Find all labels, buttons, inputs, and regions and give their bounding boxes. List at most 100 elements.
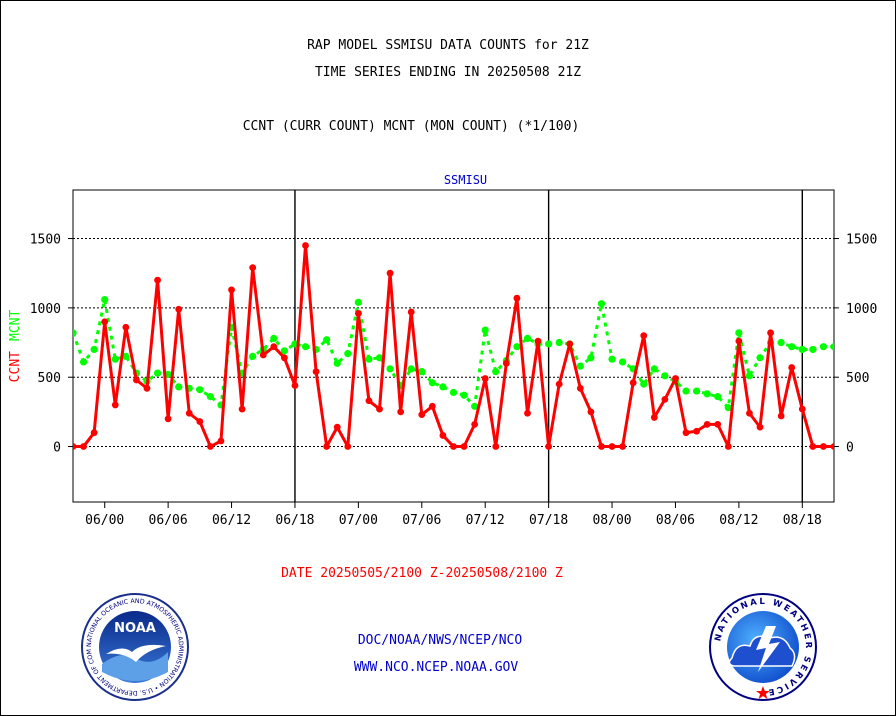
ccnt-point	[746, 409, 753, 417]
ccnt-point	[101, 318, 109, 326]
ccnt-point	[460, 443, 468, 450]
mcnt-point	[344, 350, 352, 358]
y-tick-label-right: 0	[846, 441, 854, 456]
ccnt-point	[111, 401, 119, 409]
ccnt-point	[777, 412, 785, 420]
mcnt-point	[101, 295, 109, 304]
ccnt-point	[259, 351, 267, 359]
ccnt-point	[830, 443, 834, 450]
mcnt-point	[640, 380, 648, 388]
ccnt-point	[344, 443, 352, 450]
ccnt-point	[376, 405, 383, 413]
mcnt-point	[714, 393, 722, 401]
ccnt-point	[798, 405, 806, 413]
mcnt-point	[545, 340, 553, 348]
mcnt-point	[555, 338, 563, 347]
x-tick-label: 08/12	[719, 513, 758, 528]
ccnt-point	[217, 437, 225, 445]
mcnt-point	[196, 386, 204, 394]
ccnt-point	[555, 380, 563, 388]
ccnt-point	[693, 427, 700, 435]
mcnt-point	[819, 343, 828, 351]
y-tick-label-left: 1000	[30, 302, 61, 317]
mcnt-point	[745, 372, 754, 380]
mcnt-point	[619, 358, 627, 366]
ccnt-point	[73, 443, 77, 450]
ccnt-point	[598, 443, 605, 450]
footer-website: WWW.NCO.NCEP.NOAA.GOV	[353, 660, 519, 675]
footer-date-range: DATE 20250505/2100 Z-20250508/2100 Z	[281, 566, 563, 581]
mcnt-point	[90, 345, 98, 354]
mcnt-point	[492, 368, 500, 376]
mcnt-point	[650, 365, 658, 373]
ccnt-point	[703, 420, 711, 428]
y-tick-label-right: 500	[846, 371, 869, 386]
x-tick-label: 08/00	[592, 513, 631, 528]
x-tick-label: 06/00	[85, 513, 124, 528]
plot-frame	[72, 189, 835, 503]
mcnt-point	[576, 362, 584, 370]
ccnt-point	[143, 384, 151, 392]
ccnt-point	[619, 443, 627, 450]
mcnt-point	[724, 404, 732, 412]
mcnt-point	[439, 383, 447, 391]
mcnt-point	[756, 354, 764, 362]
ccnt-point	[714, 420, 722, 428]
x-tick-label: 07/00	[339, 513, 378, 528]
x-tick-label: 08/18	[783, 513, 822, 528]
mcnt-point	[682, 387, 690, 395]
mcnt-point	[418, 368, 426, 376]
ccnt-point	[756, 423, 764, 431]
ccnt-point	[767, 329, 774, 337]
mcnt-point	[460, 391, 468, 399]
ccnt-point	[207, 443, 214, 450]
x-tick-label: 07/12	[466, 513, 505, 528]
ccnt-point	[333, 423, 341, 431]
mcnt-point	[301, 343, 310, 351]
ccnt-point	[820, 443, 827, 450]
header-title-line2: TIME SERIES ENDING IN 20250508 21Z	[314, 65, 582, 80]
y-tick-label-left: 500	[38, 371, 61, 386]
mcnt-point	[386, 365, 394, 373]
x-tick-label: 08/06	[656, 513, 695, 528]
mcnt-point	[661, 372, 669, 380]
ccnt-point	[587, 408, 595, 416]
footer-org-path: DOC/NOAA/NWS/NCEP/NCO	[357, 633, 523, 648]
ccnt-point	[270, 343, 278, 351]
mcnt-point	[354, 298, 362, 306]
ccnt-point	[450, 443, 457, 450]
ccnt-point	[185, 409, 193, 417]
ccnt-point	[418, 411, 426, 419]
mcnt-point	[735, 329, 743, 337]
mcnt-point	[777, 338, 785, 347]
ccnt-point	[133, 376, 140, 384]
ccnt-point	[735, 337, 743, 345]
ccnt-point	[608, 443, 616, 450]
ccnt-point	[650, 414, 658, 421]
mcnt-point	[587, 354, 595, 362]
ccnt-point	[640, 332, 648, 339]
ccnt-point	[566, 340, 574, 348]
mcnt-point	[153, 369, 162, 377]
ccnt-point	[164, 415, 172, 423]
mcnt-point	[798, 345, 806, 354]
mcnt-point	[703, 390, 711, 398]
ccnt-point	[397, 408, 405, 416]
nws-logo: NATIONAL WEATHER SERVICE	[709, 593, 817, 701]
mcnt-point	[407, 365, 415, 373]
ccnt-point	[196, 418, 204, 425]
mcnt-point	[523, 334, 532, 342]
ccnt-point	[481, 375, 489, 382]
ccnt-point	[228, 286, 235, 294]
y-axis-label-ccnt: CCNT	[8, 351, 23, 382]
header-title-line3: CCNT (CURR COUNT) MCNT (MON COUNT) (*1/1…	[242, 119, 580, 134]
ccnt-point	[576, 384, 584, 392]
y-axis-label-mcnt: MCNT	[8, 310, 23, 341]
ccnt-point	[154, 276, 161, 284]
mcnt-point	[375, 354, 384, 362]
mcnt-point	[788, 343, 796, 351]
x-tick-label: 06/06	[149, 513, 188, 528]
ccnt-point	[629, 379, 637, 387]
mcnt-point	[280, 347, 288, 355]
